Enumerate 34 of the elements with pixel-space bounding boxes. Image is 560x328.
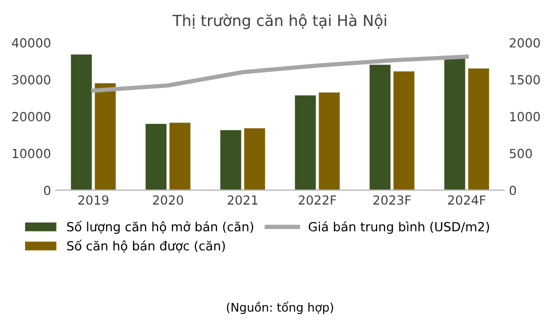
line-series xyxy=(91,54,469,93)
bar xyxy=(244,128,266,190)
legend-label: Giá bán trung bình (USD/m2) xyxy=(308,221,490,234)
bar xyxy=(220,130,242,190)
y-tick-label: 20000 xyxy=(12,112,50,122)
bar xyxy=(444,57,466,190)
y-tick-label: 30000 xyxy=(12,75,50,84)
y2-tick-label: 500 xyxy=(510,148,532,158)
x-tick-label: 2023F xyxy=(373,195,411,205)
y2-tick-label: 2000 xyxy=(510,38,540,48)
y2-tick-label: 1000 xyxy=(510,112,540,122)
text: (Nguồn: tổng hợp) xyxy=(226,301,334,314)
chart-title: Thị trường căn hộ tại Hà Nội xyxy=(172,14,386,30)
bar xyxy=(318,92,340,190)
bar xyxy=(70,54,92,190)
x-tick-label: 2024F xyxy=(448,195,486,205)
x-tick-label: 2022F xyxy=(298,195,336,205)
y-tick-label: 40000 xyxy=(12,38,50,48)
x-tick-label: 2021 xyxy=(228,195,258,205)
bar xyxy=(169,122,190,190)
legend-label: Số căn hộ bán được (căn) xyxy=(67,240,225,253)
x-tick-label: 2020 xyxy=(153,195,184,205)
y-tick-label: 0 xyxy=(44,186,50,196)
y-tick-label: 10000 xyxy=(12,148,50,158)
bar xyxy=(94,83,116,190)
y2-tick-label: 1500 xyxy=(510,75,540,84)
y2-tick-label: 0 xyxy=(510,186,516,196)
bar xyxy=(393,71,414,190)
bar xyxy=(370,64,391,190)
x-tick-label: 2019 xyxy=(78,195,108,205)
legend-label: Số lượng căn hộ mở bán (căn) xyxy=(67,220,254,234)
bar xyxy=(294,95,316,190)
bar xyxy=(468,68,490,190)
bar xyxy=(146,124,167,190)
